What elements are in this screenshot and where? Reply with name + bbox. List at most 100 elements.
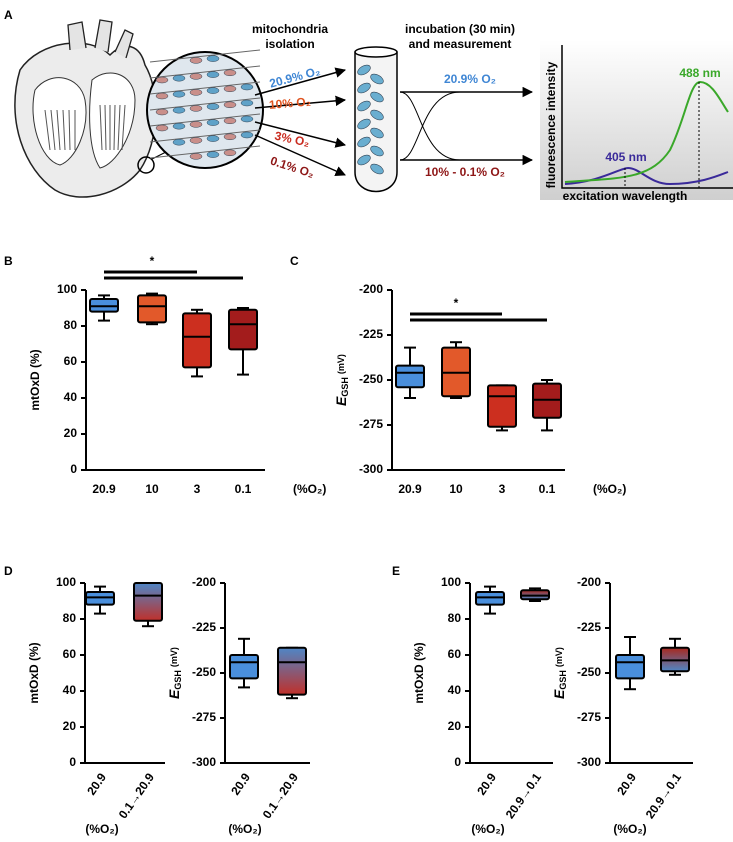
tube-mitochondrion (357, 136, 371, 148)
mitochondrion (189, 57, 203, 64)
condition-label: 3% O₂ (273, 129, 310, 150)
mitochondrion (223, 101, 237, 109)
x-tick-label: 0.1 (539, 482, 556, 496)
tube-mitochondrion (357, 118, 371, 130)
y-tick-label: 80 (448, 611, 462, 625)
y-tick-label: -200 (577, 575, 601, 589)
heart-chamber (32, 77, 87, 166)
y-label-part: GSH (558, 670, 568, 690)
y-label-part: (mV) (554, 647, 564, 667)
x-unit-label: (%O₂) (228, 822, 261, 836)
y-tick-label: 40 (63, 683, 77, 697)
mitochondrion (172, 138, 186, 146)
mitochondrion (172, 122, 186, 130)
x-tick-label: 0.1→20.9 (260, 770, 302, 821)
spectrum-y-label: fluorescence intensity (544, 61, 558, 188)
zoom-spot (137, 156, 155, 174)
spectrum-curve (564, 166, 729, 186)
y-tick-label: 40 (64, 390, 78, 404)
heart-trabecula (44, 109, 51, 151)
incubation-title: and measurement (409, 37, 512, 51)
x-unit-label: (%O₂) (613, 822, 646, 836)
y-tick-label: 20 (448, 719, 462, 733)
mitochondrion (189, 89, 203, 96)
peak-label: 488 nm (679, 66, 720, 80)
y-label: EGSH (mV) (333, 354, 351, 406)
y-label-part: GSH (340, 377, 350, 397)
x-unit-label: (%O₂) (593, 482, 626, 496)
tube-mitochondrion (357, 154, 371, 166)
mitochondrion (240, 131, 254, 139)
y-tick-label: 100 (56, 575, 76, 589)
spectrum-bg (540, 40, 733, 200)
box (229, 654, 259, 680)
incubation-curve (399, 91, 461, 161)
mitochondrion (206, 151, 220, 158)
arrow (254, 134, 346, 176)
y-tick-label: -200 (359, 282, 383, 296)
x-tick-label: 0.1→20.9 (116, 770, 158, 821)
y-tick-label: 60 (63, 647, 77, 661)
y-tick-label: 20 (64, 426, 78, 440)
tube-mitochondrion (370, 73, 384, 85)
mitochondrion (206, 103, 220, 110)
y-tick-label: 0 (454, 755, 461, 769)
y-tick-label: -275 (192, 710, 216, 724)
mitochondrion (223, 69, 237, 77)
x-tick-label: 10 (145, 482, 159, 496)
y-tick-label: -200 (192, 575, 216, 589)
x-tick-label: 20.9 (398, 482, 422, 496)
heart-trabecula (50, 109, 56, 151)
box (615, 654, 645, 680)
x-unit-label: (%O₂) (471, 822, 504, 836)
mitochondrion (206, 55, 220, 62)
box (137, 294, 167, 324)
mitochondrion (240, 99, 254, 107)
heart-trabecula (117, 104, 121, 151)
mitochondrion (223, 85, 237, 93)
axis (469, 583, 553, 764)
heart-chamber (89, 72, 136, 169)
x-tick-label: 20.9→0.1 (503, 770, 545, 821)
arrow (254, 121, 347, 148)
y-tick-label: -225 (192, 620, 216, 634)
mitochondrion (172, 90, 186, 98)
y-tick-label: -300 (359, 462, 383, 476)
mitochondrion (189, 137, 203, 144)
spectrum-curve (564, 80, 729, 183)
y-tick-label: 0 (69, 755, 76, 769)
x-tick-label: 20.9 (92, 482, 116, 496)
heart-trabecula (62, 109, 66, 151)
y-label-part: (mV) (336, 354, 346, 374)
mitochondrion (223, 133, 237, 141)
tube-mitochondrion (370, 109, 384, 121)
x-tick-label: 20.9 (84, 770, 109, 797)
y-label-part: E (333, 396, 349, 406)
panel-label: B (4, 254, 13, 268)
panel-label: E (392, 564, 400, 578)
mitochondrion (206, 135, 220, 142)
x-tick-label: 3 (194, 482, 201, 496)
x-tick-label: 0.1 (235, 482, 252, 496)
y-label-part: E (551, 689, 567, 699)
mitochondrion (155, 124, 169, 132)
x-unit-label: (%O₂) (85, 822, 118, 836)
mitochondrion (206, 87, 220, 94)
condition-label: 20.9% O₂ (268, 64, 322, 91)
heart-trabecula (56, 109, 61, 151)
incubation-high: 20.9% O₂ (444, 72, 496, 86)
y-label: EGSH (mV) (166, 647, 184, 699)
incubation-low: 10% - 0.1% O₂ (425, 165, 505, 179)
tube-mitochondrion (370, 91, 384, 103)
y-label: mtOxD (%) (412, 642, 426, 703)
panel-label: C (290, 254, 299, 268)
y-tick-label: 20 (63, 719, 77, 733)
tube-mitochondrion (357, 82, 371, 94)
x-unit-label: (%O₂) (293, 482, 326, 496)
box (487, 384, 517, 428)
significance-label: * (454, 296, 459, 310)
mitochondrion (189, 73, 203, 80)
x-tick-label: 20.9→0.1 (643, 770, 685, 821)
y-tick-label: 80 (64, 318, 78, 332)
